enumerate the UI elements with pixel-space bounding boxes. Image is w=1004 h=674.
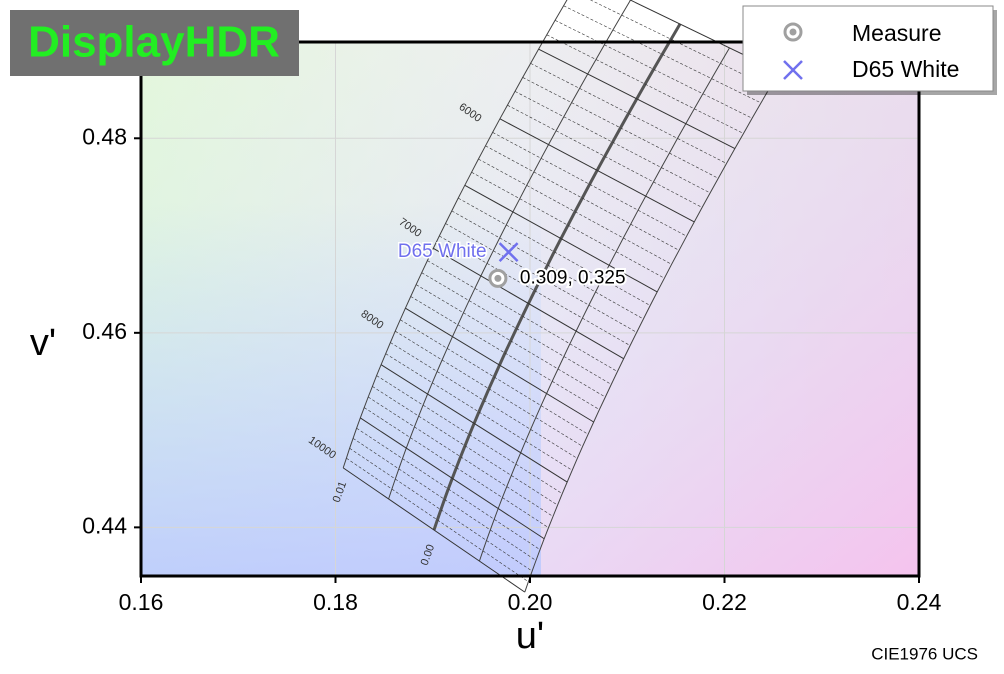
isotherm-minor [427,260,618,372]
x-tick-label: 0.16 [119,589,164,615]
y-tick-label: 0.44 [82,512,127,538]
isotherm-minor [346,457,529,582]
badge: DisplayHDR [10,10,299,76]
isotherm [360,417,545,540]
isotherm-minor [458,197,651,306]
legend-marker [783,60,803,80]
isotherm-minor [522,77,719,179]
isotherm-minor [385,353,573,471]
isotherm [342,467,526,593]
isotherm-minor [364,407,549,528]
isotherm-minor [445,223,637,333]
isotherm-minor [514,91,711,194]
badge-text: DisplayHDR [28,18,280,67]
isotherm-minor [372,386,558,506]
isotherm-minor [451,210,644,320]
isotherm-minor [352,438,537,561]
y-tick-label: 0.46 [82,318,127,344]
y-axis-label: v' [30,322,56,364]
isotherm-minor [368,396,554,517]
isotherm-minor [589,0,771,88]
isotherm-minor [356,427,541,550]
isotherm [538,48,736,149]
measure-dot [494,274,502,282]
isotherm-minor [546,34,744,134]
isotherm-minor [349,448,533,572]
isotherm [464,184,658,293]
d65-point [498,242,519,262]
isotherm-minor [390,342,578,459]
point-label: D65 White [398,241,487,262]
isotherm [433,247,624,360]
legend-item: D65 White [783,56,959,82]
legend-label: D65 White [852,56,959,82]
isotherm-minor [471,171,665,279]
isotherm [380,364,568,483]
legend-label: Measure [852,20,941,46]
isotherm [499,118,695,223]
isotherm-minor [485,145,680,251]
x-tick-label: 0.22 [702,589,747,615]
legend-item: Measure [783,20,941,46]
isotherm-minor [415,284,606,398]
isotherm-minor [376,375,563,494]
x-tick-label: 0.24 [897,589,942,615]
isotherm-minor [410,296,600,410]
legend-marker [789,28,797,36]
x-axis-label: u' [516,615,544,657]
x-tick-label: 0.18 [313,589,358,615]
isotherm-minor [492,132,687,237]
measure-point [488,268,508,288]
x-tick-label: 0.20 [508,589,553,615]
isotherm-minor [530,63,727,164]
isotherm-minor [400,319,589,435]
point-label: 0.309, 0.325 [520,267,626,288]
isotherm-minor [563,5,762,104]
isotherm-minor [421,272,612,385]
isotherm [405,307,594,423]
isotherm-minor [439,235,631,346]
isotherm-minor [478,158,672,265]
y-tick-label: 0.48 [82,123,127,149]
footer: CIE1976 UCS [871,644,978,663]
isotherm-minor [395,330,583,447]
isotherm-minor [507,104,703,208]
isotherm-minor [555,20,753,119]
